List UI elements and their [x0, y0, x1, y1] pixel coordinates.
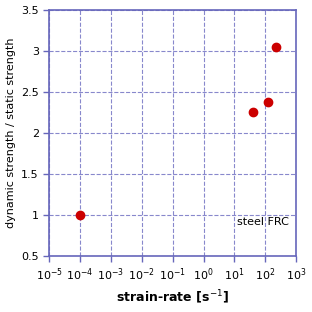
X-axis label: strain-rate [s$^{-1}$]: strain-rate [s$^{-1}$]	[116, 289, 229, 306]
Text: steel FRC: steel FRC	[237, 217, 289, 227]
Y-axis label: dynamic strength / static strength: dynamic strength / static strength	[6, 38, 16, 228]
